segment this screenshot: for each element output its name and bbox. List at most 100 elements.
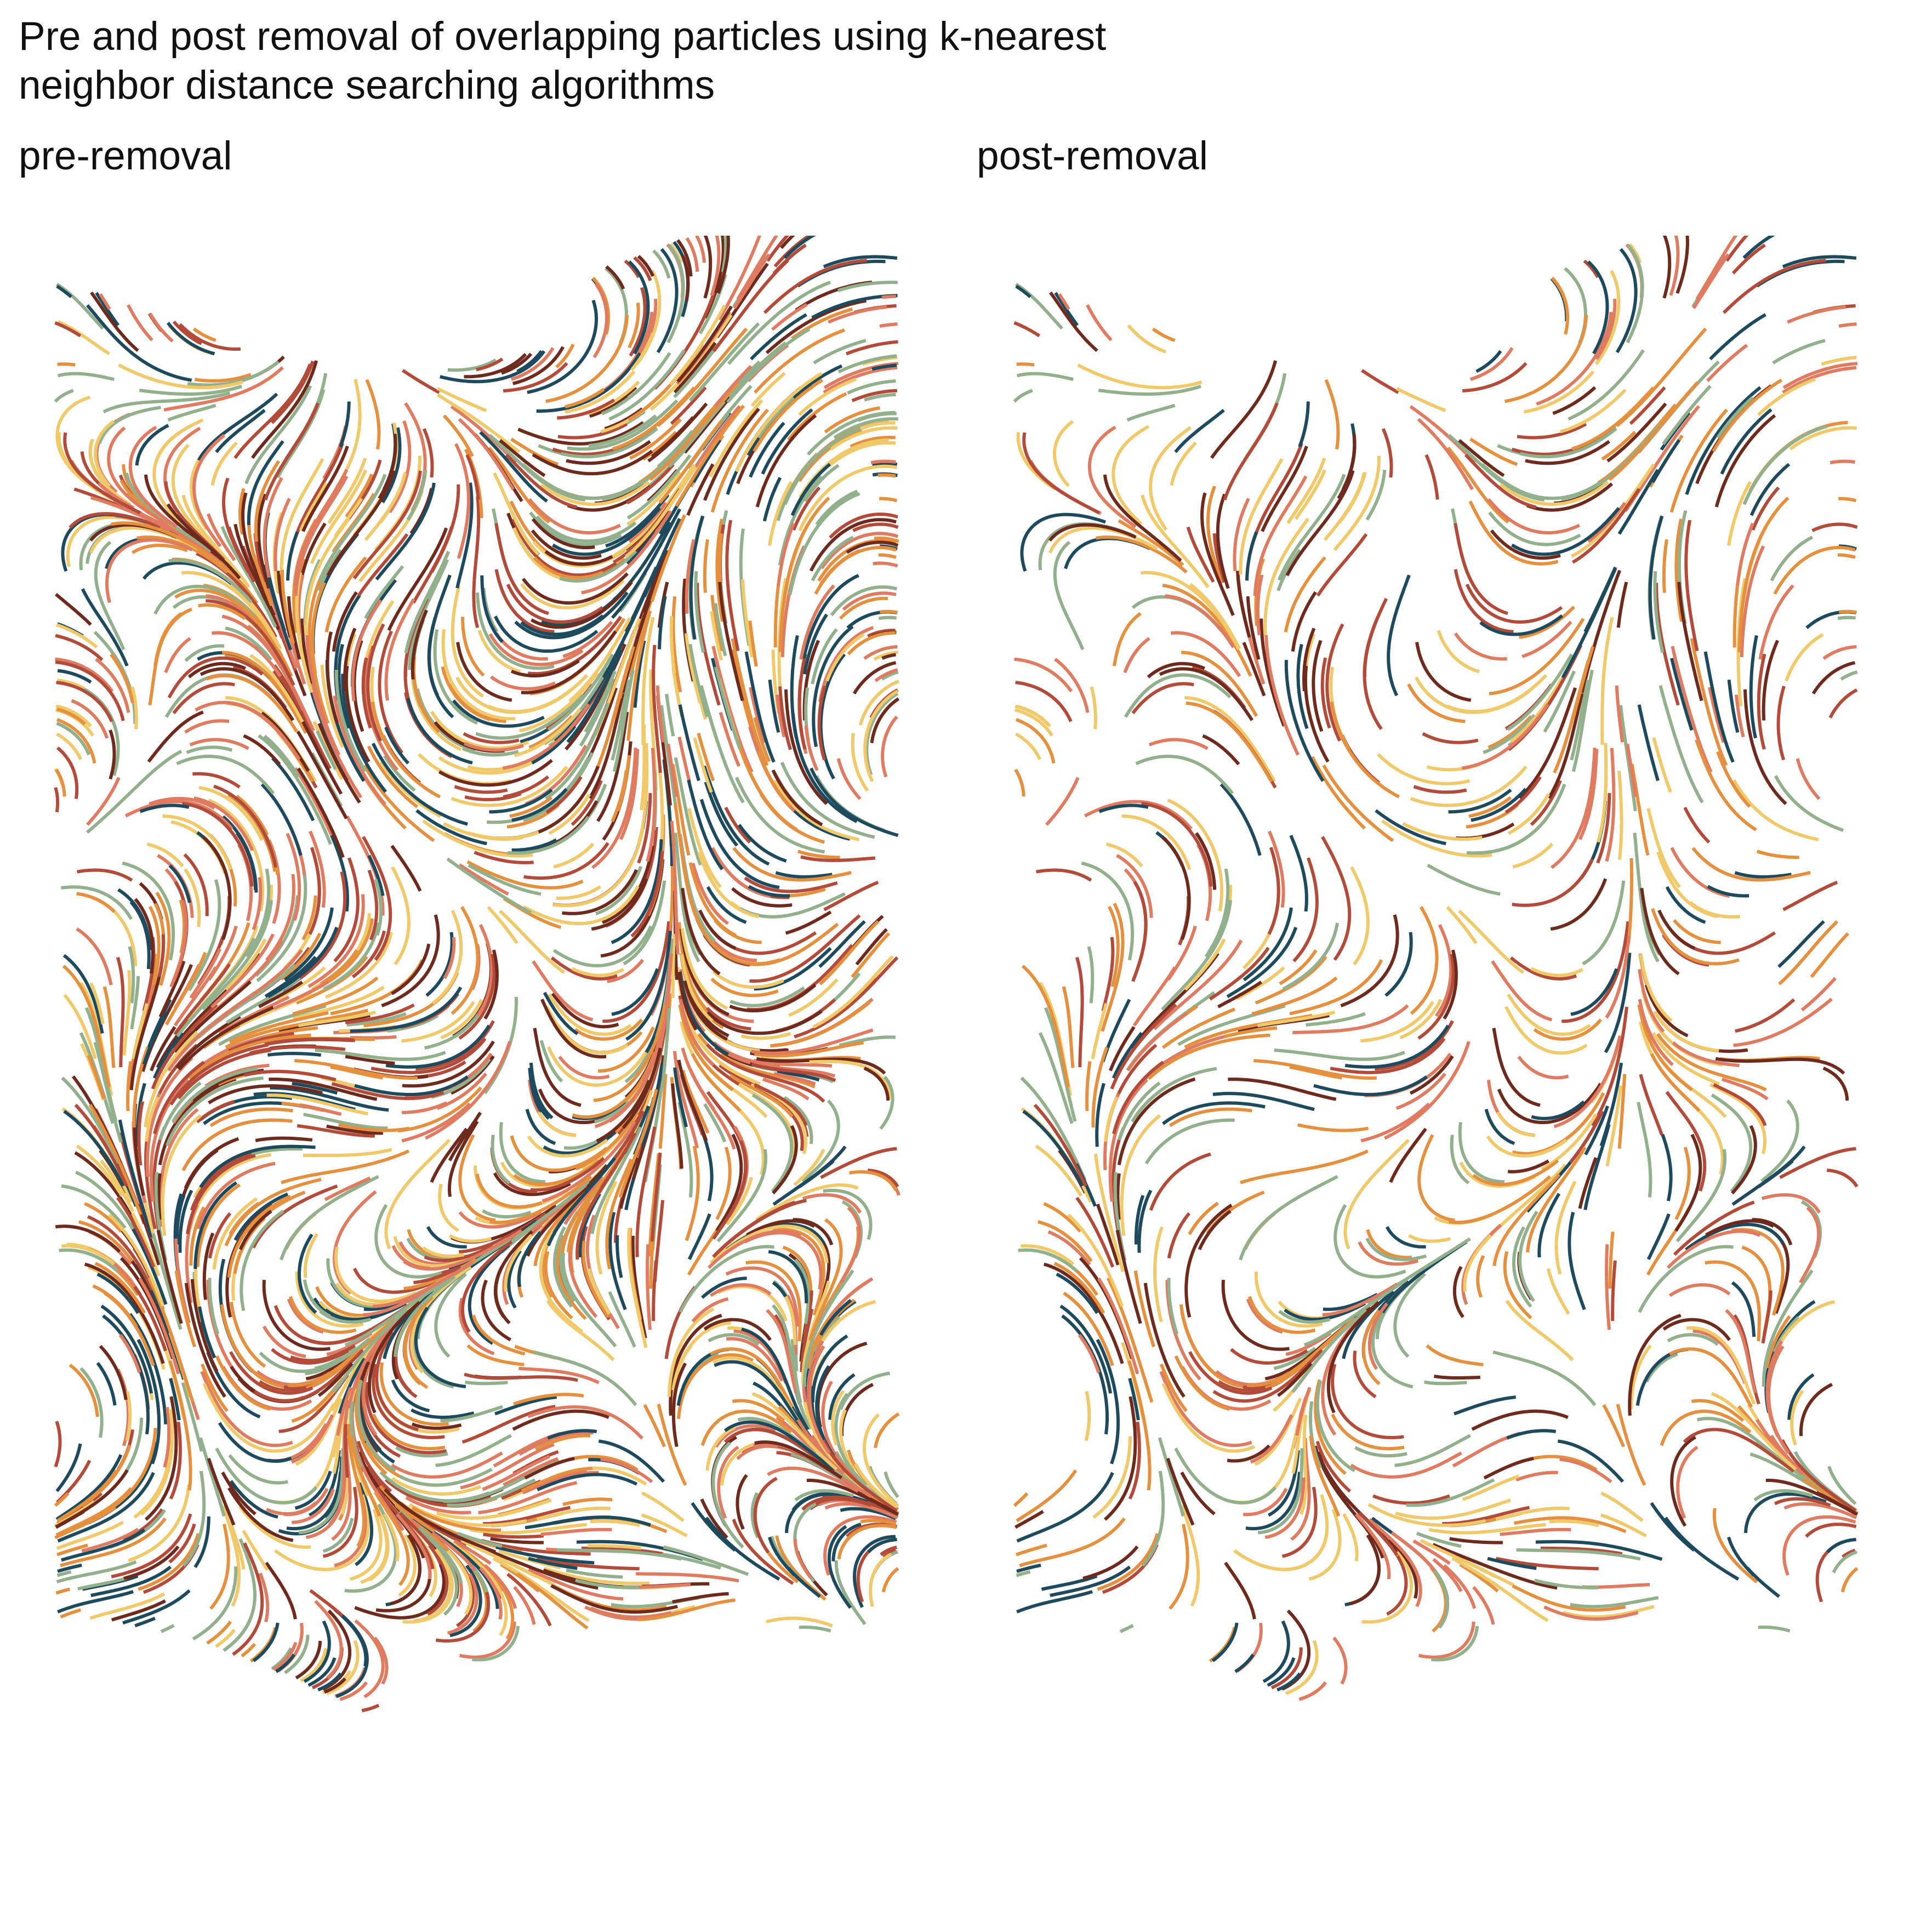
pre-particle-trail: [537, 1111, 577, 1137]
post-particle-trail: [1765, 1315, 1791, 1369]
post-particle-trail: [1596, 743, 1608, 843]
pre-particle-trail: [488, 633, 584, 666]
pre-particle-trail: [612, 646, 636, 719]
post-particle-trail: [1014, 657, 1073, 693]
pre-particle-trail: [55, 634, 104, 662]
post-particle-trail: [1427, 863, 1501, 896]
post-particle-trail: [1787, 305, 1846, 324]
pre-particle-trail: [361, 1703, 380, 1712]
pre-particle-trail: [567, 399, 679, 451]
pre-particle-trail: [281, 569, 295, 644]
pre-particle-trail: [874, 1412, 900, 1449]
pre-particle-trail: [529, 511, 622, 546]
pre-particle-trail: [458, 418, 515, 491]
pre-particle-trail: [289, 1403, 336, 1450]
pre-particle-trail: [265, 874, 295, 961]
post-particle-trail: [1016, 704, 1051, 728]
pre-particle-trail: [162, 814, 232, 870]
post-particle-trail: [1674, 1147, 1691, 1221]
pre-particle-trail: [60, 1608, 82, 1619]
post-particle-trail: [1774, 775, 1844, 832]
pre-particle-trail: [857, 1491, 899, 1516]
pre-particle-trail: [783, 1096, 813, 1144]
post-particle-trail: [1263, 517, 1310, 637]
pre-particle-trail: [688, 643, 709, 717]
post-particle-trail: [1670, 1435, 1696, 1527]
pre-particle-trail: [536, 352, 642, 413]
pre-particle-trail: [693, 737, 713, 793]
post-particle-trail: [1333, 1204, 1406, 1279]
pre-particle-trail: [558, 1056, 610, 1080]
post-particle-trail: [1274, 1048, 1405, 1061]
pre-particle-trail: [405, 1496, 471, 1515]
pre-particle-trail: [571, 779, 603, 826]
pre-particle-trail: [77, 1576, 127, 1591]
pre-particle-trail: [493, 1172, 571, 1196]
pre-particle-trail: [740, 1032, 791, 1040]
post-particle-trail: [1465, 583, 1563, 624]
post-particle-trail: [1022, 1110, 1084, 1187]
pre-particle-trail: [280, 932, 322, 981]
pre-particle-trail: [57, 1472, 155, 1543]
pre-particle-trail: [871, 363, 897, 371]
post-particle-trail: [1162, 1101, 1266, 1125]
pre-particle-trail: [702, 1133, 714, 1201]
pre-particle-trail: [379, 760, 442, 818]
post-particle-trail: [1674, 1133, 1702, 1232]
pre-particle-trail: [527, 300, 599, 394]
pre-particle-trail: [225, 938, 267, 991]
pre-particle-trail: [637, 255, 655, 277]
post-particle-trail: [1504, 776, 1542, 814]
post-particle-trail: [1599, 1062, 1623, 1147]
pre-particle-trail: [870, 697, 900, 744]
pre-particle-trail: [750, 1083, 807, 1154]
post-particle-trail: [1712, 378, 1783, 452]
post-particle-trail: [1608, 381, 1699, 481]
post-particle-trail: [1264, 635, 1300, 756]
pre-particle-trail: [193, 1181, 238, 1269]
post-particle-trail: [1725, 1309, 1757, 1394]
post-particle-trail: [1776, 686, 1786, 761]
pre-particle-trail: [163, 1406, 171, 1468]
post-particle-trail: [1332, 1637, 1348, 1685]
pre-particle-trail: [257, 493, 271, 589]
pre-particle-trail: [829, 441, 896, 466]
pre-particle-trail: [545, 1006, 629, 1055]
post-particle-trail: [1038, 1220, 1093, 1262]
pre-particle-trail: [658, 1074, 668, 1149]
post-particle-trail: [1464, 453, 1537, 509]
pre-particle-trail: [81, 1528, 139, 1553]
post-particle-trail: [1015, 681, 1073, 722]
pre-particle-trail: [411, 1408, 475, 1420]
post-particle-trail: [1289, 835, 1308, 912]
pre-particle-trail: [526, 1164, 608, 1257]
pre-particle-trail: [753, 378, 824, 452]
pre-particle-trail: [372, 1364, 445, 1439]
post-particle-trail: [1067, 1213, 1124, 1307]
post-particle-trail: [1186, 526, 1215, 583]
post-particle-trail: [1617, 771, 1623, 860]
pre-particle-trail: [863, 689, 899, 782]
post-particle-trail: [1077, 363, 1202, 390]
post-particle-trail: [1448, 788, 1512, 814]
pre-particle-trail: [672, 1592, 729, 1604]
post-particle-trail: [1526, 1146, 1587, 1253]
pre-particle-trail: [413, 1265, 461, 1285]
post-particle-trail: [1085, 1061, 1092, 1112]
pre-particle-trail: [699, 799, 780, 890]
pre-particle-trail: [363, 764, 435, 842]
post-particle-trail: [1221, 1280, 1290, 1351]
pre-particle-trail: [178, 1006, 274, 1071]
post-particle-trail: [1838, 322, 1857, 328]
pre-particle-trail: [326, 1124, 383, 1135]
pre-particle-trail: [878, 553, 897, 559]
post-particle-trail: [1227, 1444, 1270, 1463]
pre-particle-trail: [459, 1621, 516, 1659]
post-particle-trail: [1587, 501, 1627, 543]
pre-particle-trail: [755, 414, 817, 508]
post-particle-trail: [1320, 657, 1331, 729]
post-particle-trail: [1137, 1189, 1153, 1253]
pre-particle-trail: [447, 1573, 478, 1635]
post-particle-trail: [1049, 291, 1098, 352]
pre-particle-trail: [189, 948, 221, 999]
